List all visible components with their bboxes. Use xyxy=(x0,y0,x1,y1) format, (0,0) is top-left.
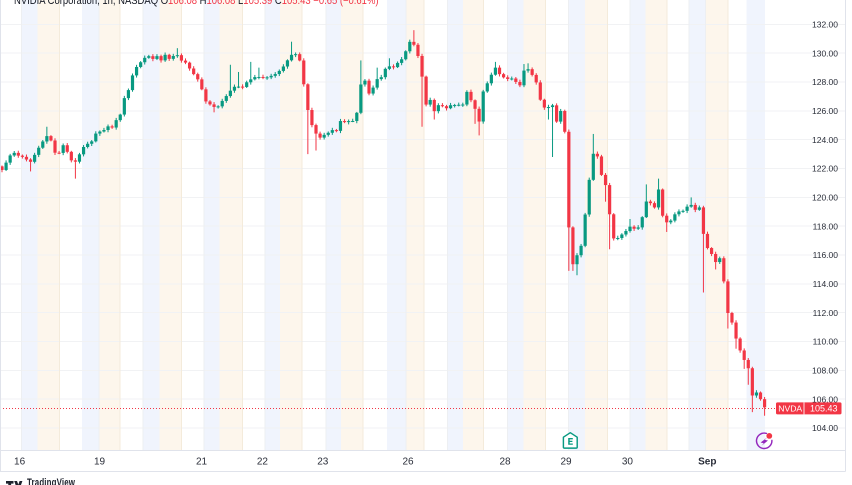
svg-text:128.00: 128.00 xyxy=(812,77,838,87)
svg-text:23: 23 xyxy=(317,457,329,468)
svg-text:21: 21 xyxy=(196,457,208,468)
svg-text:124.00: 124.00 xyxy=(812,135,838,145)
svg-text:19: 19 xyxy=(94,457,106,468)
svg-text:132.00: 132.00 xyxy=(812,20,838,30)
svg-text:29: 29 xyxy=(560,457,572,468)
svg-text:105.43: 105.43 xyxy=(810,404,838,414)
svg-text:126.00: 126.00 xyxy=(812,106,838,116)
svg-text:120.00: 120.00 xyxy=(812,193,838,203)
svg-text:106.00: 106.00 xyxy=(812,394,838,404)
svg-text:114.00: 114.00 xyxy=(813,279,839,289)
svg-text:110.00: 110.00 xyxy=(813,337,839,347)
svg-text:22: 22 xyxy=(257,457,269,468)
svg-text:104.00: 104.00 xyxy=(812,423,838,433)
svg-text:26: 26 xyxy=(402,457,414,468)
svg-text:116.00: 116.00 xyxy=(813,250,839,260)
svg-text:NVDA: NVDA xyxy=(778,404,802,414)
svg-text:122.00: 122.00 xyxy=(812,164,838,174)
svg-text:28: 28 xyxy=(499,457,511,468)
svg-text:Sep: Sep xyxy=(698,457,716,468)
svg-text:112.00: 112.00 xyxy=(813,308,839,318)
svg-text:108.00: 108.00 xyxy=(812,365,838,375)
svg-text:16: 16 xyxy=(14,457,26,468)
svg-text:30: 30 xyxy=(622,457,634,468)
svg-text:118.00: 118.00 xyxy=(813,221,839,231)
svg-text:130.00: 130.00 xyxy=(812,48,838,58)
